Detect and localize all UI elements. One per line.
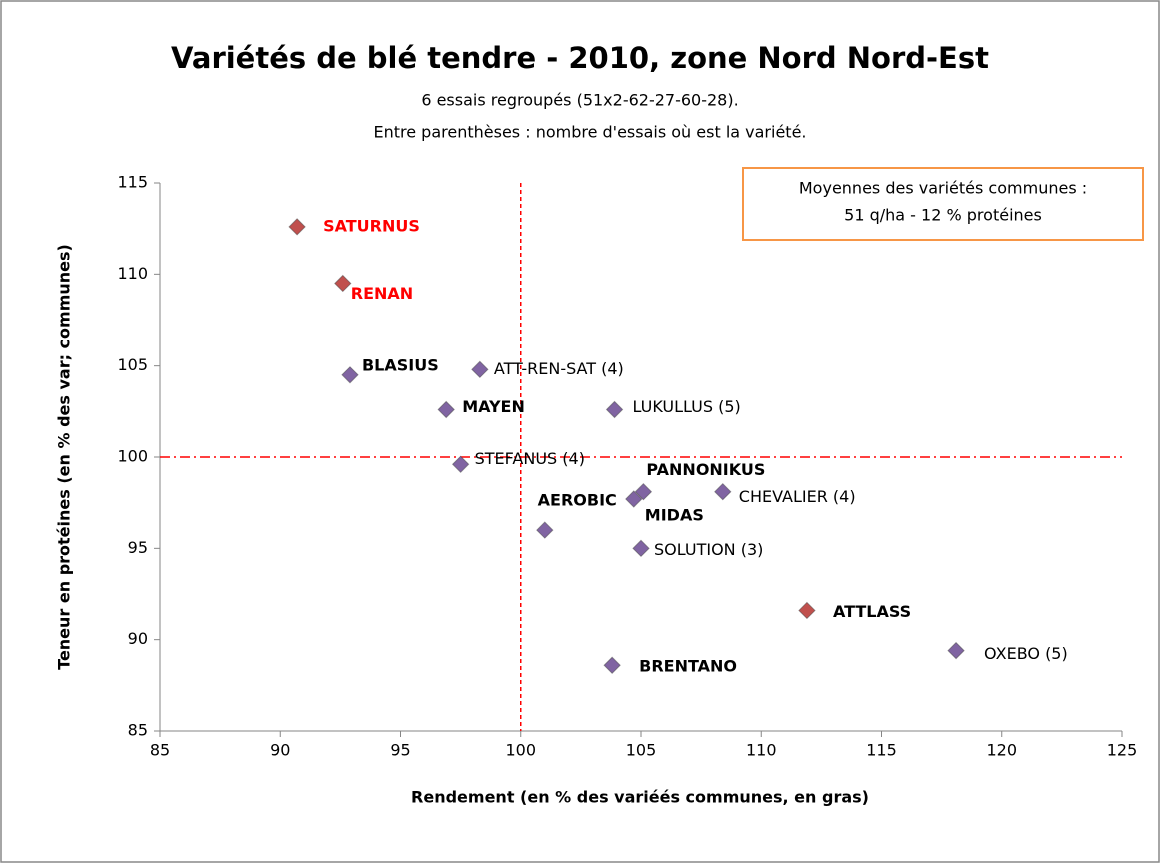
- point-label: LUKULLUS (5): [633, 397, 741, 416]
- point: [603, 656, 621, 674]
- point: [334, 274, 352, 293]
- y-tick-label: 115: [117, 173, 148, 192]
- point-label: CHEVALIER (4): [739, 487, 856, 506]
- point-label: BRENTANO: [639, 657, 737, 676]
- point-label: MAYEN: [462, 397, 525, 416]
- y-tick-label: 110: [117, 264, 148, 283]
- x-tick-label: 85: [150, 741, 170, 760]
- chart-title: Variétés de blé tendre - 2010, zone Nord…: [171, 41, 989, 75]
- point-label: SOLUTION (3): [654, 540, 763, 559]
- subtitle: 6 essais regroupés (51x2-62-27-60-28).: [421, 91, 738, 110]
- x-tick-label: 125: [1107, 741, 1138, 760]
- y-axis-label: Teneur en protéines (en % des var; commu…: [55, 244, 74, 670]
- point: [632, 539, 650, 558]
- point: [625, 490, 643, 508]
- point-label: ATTLASS: [833, 602, 911, 621]
- point-label: AEROBIC: [538, 491, 617, 510]
- x-tick-label: 120: [986, 741, 1017, 760]
- y-tick-label: 100: [117, 447, 148, 466]
- point: [288, 218, 306, 236]
- point-label: OXEBO (5): [984, 644, 1068, 663]
- subtitle: Entre parenthèses : nombre d'essais où e…: [374, 123, 807, 142]
- point: [451, 455, 470, 474]
- point-label: ATT-REN-SAT (4): [494, 359, 624, 378]
- point-label: SATURNUS: [323, 216, 420, 235]
- point-label: STEFANUS (4): [475, 449, 585, 468]
- point-label: PANNONIKUS: [646, 460, 765, 479]
- x-tick-label: 90: [270, 741, 290, 760]
- point: [437, 400, 455, 419]
- y-tick-label: 90: [128, 629, 148, 648]
- x-tick-label: 95: [390, 741, 410, 760]
- point: [536, 521, 554, 539]
- x-tick-label: 100: [505, 741, 536, 760]
- x-tick-label: 105: [626, 741, 657, 760]
- point: [634, 482, 653, 501]
- point-label: RENAN: [351, 284, 413, 303]
- y-tick-label: 85: [128, 721, 148, 740]
- point: [947, 641, 965, 660]
- annotation-box: [742, 167, 1144, 241]
- point: [798, 601, 816, 620]
- point: [471, 360, 489, 379]
- y-tick-label: 95: [128, 538, 148, 557]
- point-label: MIDAS: [645, 506, 704, 525]
- annotation: Moyennes des variétés communes :: [799, 179, 1087, 198]
- x-tick-label: 115: [866, 741, 897, 760]
- annotation: 51 q/ha - 12 % protéines: [844, 206, 1042, 225]
- point: [341, 366, 359, 384]
- point-label: BLASIUS: [362, 355, 439, 374]
- point: [714, 482, 732, 501]
- point: [605, 400, 624, 419]
- x-axis-label: Rendement (en % des variéés communes, en…: [411, 788, 869, 807]
- x-tick-label: 110: [746, 741, 777, 760]
- y-tick-label: 105: [117, 355, 148, 374]
